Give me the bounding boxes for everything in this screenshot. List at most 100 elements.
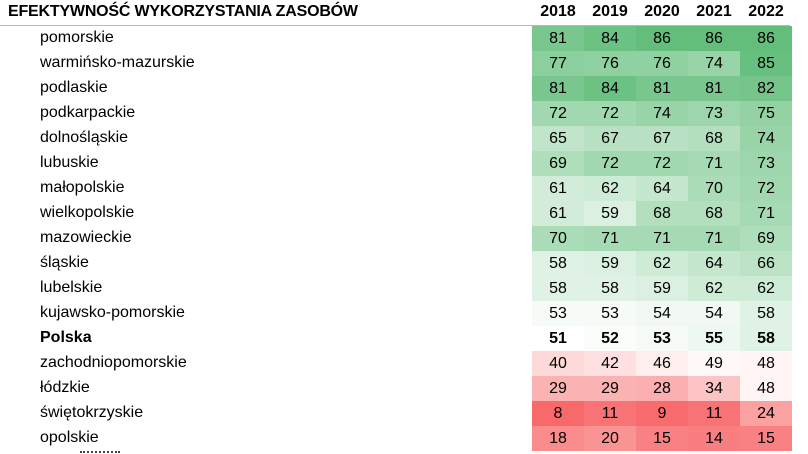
heatmap-cell-2020: 81 (636, 76, 688, 101)
heatmap-cell-2021: 81 (688, 76, 740, 101)
year-header-2020: 2020 (644, 3, 680, 20)
heatmap-cell-2020: 46 (636, 351, 688, 376)
heatmap-cell-2020: 71 (636, 226, 688, 251)
table-row: zachodniopomorskie 40 42 46 49 48 (0, 351, 792, 376)
heatmap-cell-2019: 59 (584, 251, 636, 276)
heatmap-cell-2021: 74 (688, 51, 740, 76)
heatmap-cell-2019: 84 (584, 76, 636, 101)
table-row: lubelskie 58 58 59 62 62 (0, 276, 792, 301)
heatmap-cell-2022: 75 (740, 101, 792, 126)
heatmap-cell-2022: 71 (740, 201, 792, 226)
table-row: małopolskie 61 62 64 70 72 (0, 176, 792, 201)
heatmap-cell-2019: 84 (584, 26, 636, 51)
heatmap-cell-2019: 52 (584, 326, 636, 351)
heatmap-cell-2022: 48 (740, 376, 792, 401)
heatmap-cell-2021: 68 (688, 201, 740, 226)
heatmap-cell-2019: 62 (584, 176, 636, 201)
heatmap-cell-2020: 9 (636, 401, 688, 426)
heatmap-cell-2022: 66 (740, 251, 792, 276)
region-label: śląskie (40, 254, 89, 271)
heatmap-cell-2021: 71 (688, 226, 740, 251)
heatmap-cell-2018: 53 (532, 301, 584, 326)
heatmap-cell-2021: 71 (688, 151, 740, 176)
table-title: EFEKTYWNOŚĆ WYKORZYSTANIA ZASOBÓW (8, 3, 358, 20)
heatmap-cell-2019: 72 (584, 151, 636, 176)
table-row: śląskie 58 59 62 64 66 (0, 251, 792, 276)
heatmap-cell-2020: 64 (636, 176, 688, 201)
heatmap-cell-2021: 14 (688, 426, 740, 451)
heatmap-cell-2018: 65 (532, 126, 584, 151)
region-label: kujawsko-pomorskie (40, 304, 185, 321)
heatmap-cell-2021: 73 (688, 101, 740, 126)
heatmap-cell-2022: 74 (740, 126, 792, 151)
heatmap-cell-2018: 18 (532, 426, 584, 451)
heatmap-cell-2018: 72 (532, 101, 584, 126)
heatmap-cell-2022: 15 (740, 426, 792, 451)
heatmap-cell-2020: 67 (636, 126, 688, 151)
heatmap-cell-2022: 62 (740, 276, 792, 301)
heatmap-cell-2021: 54 (688, 301, 740, 326)
heatmap-cell-2022: 48 (740, 351, 792, 376)
heatmap-cell-2021: 64 (688, 251, 740, 276)
region-label: Polska (40, 329, 92, 346)
heatmap-cell-2021: 70 (688, 176, 740, 201)
year-header-2021: 2021 (696, 3, 732, 20)
region-label: opolskie (40, 429, 99, 446)
heatmap-cell-2022: 58 (740, 301, 792, 326)
heatmap-cell-2020: 15 (636, 426, 688, 451)
region-label: mazowieckie (40, 229, 132, 246)
year-header-2018: 2018 (540, 3, 576, 20)
heatmap-cell-2022: 73 (740, 151, 792, 176)
heatmap-cell-2018: 58 (532, 276, 584, 301)
heatmap-cell-2020: 86 (636, 26, 688, 51)
heatmap-cell-2019: 11 (584, 401, 636, 426)
heatmap-cell-2021: 49 (688, 351, 740, 376)
table-header: EFEKTYWNOŚĆ WYKORZYSTANIA ZASOBÓW 2018 2… (0, 0, 790, 26)
table-row: łódzkie 29 29 28 34 48 (0, 376, 792, 401)
heatmap-cell-2020: 68 (636, 201, 688, 226)
heatmap-cell-2018: 29 (532, 376, 584, 401)
heatmap-cell-2020: 53 (636, 326, 688, 351)
region-label: lubuskie (40, 154, 99, 171)
heatmap-cell-2021: 34 (688, 376, 740, 401)
heatmap-cell-2019: 76 (584, 51, 636, 76)
cutoff-next-row (80, 448, 140, 454)
table-row: podkarpackie 72 72 74 73 75 (0, 101, 792, 126)
heatmap-cell-2020: 72 (636, 151, 688, 176)
table-row: mazowieckie 70 71 71 71 69 (0, 226, 792, 251)
region-label: pomorskie (40, 29, 114, 46)
heatmap-cell-2018: 81 (532, 26, 584, 51)
heatmap-cell-2022: 69 (740, 226, 792, 251)
region-label: dolnośląskie (40, 129, 129, 146)
heatmap-cell-2018: 70 (532, 226, 584, 251)
heatmap-cell-2022: 72 (740, 176, 792, 201)
table-row: opolskie 18 20 15 14 15 (0, 426, 792, 451)
heatmap-cell-2019: 72 (584, 101, 636, 126)
heatmap-cell-2018: 61 (532, 176, 584, 201)
heatmap-cell-2022: 24 (740, 401, 792, 426)
region-label: podkarpackie (40, 104, 136, 121)
year-header-2022: 2022 (748, 3, 784, 20)
heatmap-cell-2019: 29 (584, 376, 636, 401)
heatmap-cell-2020: 59 (636, 276, 688, 301)
heatmap-cell-2022: 86 (740, 26, 792, 51)
heatmap-cell-2022: 82 (740, 76, 792, 101)
region-label: zachodniopomorskie (40, 354, 187, 371)
heatmap-cell-2019: 59 (584, 201, 636, 226)
heatmap-cell-2019: 71 (584, 226, 636, 251)
heatmap-cell-2021: 11 (688, 401, 740, 426)
heatmap-cell-2018: 51 (532, 326, 584, 351)
heatmap-cell-2020: 74 (636, 101, 688, 126)
region-label: lubelskie (40, 279, 103, 296)
heatmap-cell-2019: 53 (584, 301, 636, 326)
table-row: warmińsko-mazurskie 77 76 76 74 85 (0, 51, 792, 76)
table-row: lubuskie 69 72 72 71 73 (0, 151, 792, 176)
year-header-2019: 2019 (592, 3, 628, 20)
heatmap-cell-2020: 54 (636, 301, 688, 326)
table-row: podlaskie 81 84 81 81 82 (0, 76, 792, 101)
heatmap-cell-2020: 76 (636, 51, 688, 76)
region-label: wielkopolskie (40, 204, 135, 221)
heatmap-cell-2019: 42 (584, 351, 636, 376)
table-row: kujawsko-pomorskie 53 53 54 54 58 (0, 301, 792, 326)
heatmap-cell-2018: 8 (532, 401, 584, 426)
